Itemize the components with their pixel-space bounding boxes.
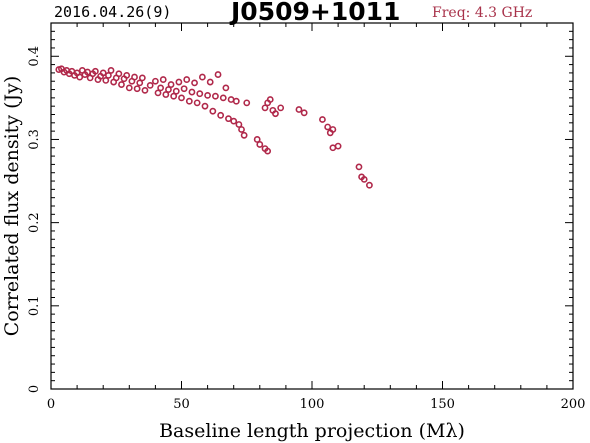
frequency-label: Freq: 4.3 GHz: [432, 5, 533, 21]
y-tick-label: 0.3: [27, 129, 42, 150]
data-point: [193, 99, 201, 107]
data-point: [300, 109, 308, 117]
data-point: [253, 136, 261, 143]
data-point: [324, 123, 332, 131]
data-point: [138, 74, 146, 82]
x-axis-label: Baseline length projection (Mλ): [159, 420, 465, 442]
data-point: [146, 81, 154, 89]
data-point: [115, 70, 123, 78]
axis-ticks: [50, 22, 574, 390]
data-point: [180, 85, 188, 93]
data-point: [84, 68, 91, 76]
x-tick-label: 0: [47, 397, 55, 412]
data-point: [209, 107, 217, 115]
data-point: [133, 85, 141, 93]
data-point: [319, 116, 326, 123]
data-point: [183, 76, 191, 83]
data-point: [178, 94, 185, 102]
tick-labels: 0 50 100 150 200 0 0.1 0.2 0.3 0.4: [27, 46, 585, 412]
data-point: [162, 91, 170, 98]
data-point: [243, 99, 251, 107]
data-point: [91, 67, 99, 75]
data-point: [136, 79, 144, 87]
data-point: [272, 110, 279, 118]
data-point: [201, 102, 209, 110]
data-point: [175, 78, 183, 86]
data-point: [154, 89, 162, 97]
source-name-title: J0509+1011: [231, 0, 401, 26]
data-points: [55, 65, 373, 189]
data-point: [157, 84, 165, 92]
x-tick-label: 150: [430, 397, 455, 412]
data-point: [165, 86, 172, 93]
y-tick-label: 0: [27, 385, 42, 393]
data-point: [240, 131, 248, 139]
data-point: [206, 78, 214, 86]
x-tick-label: 200: [561, 397, 586, 412]
data-point: [125, 84, 133, 92]
y-tick-label: 0.4: [27, 46, 42, 67]
data-point: [170, 92, 178, 100]
data-point: [329, 144, 337, 152]
x-tick-label: 50: [173, 397, 190, 412]
data-point: [232, 97, 240, 105]
data-point: [185, 97, 193, 105]
data-point: [295, 106, 303, 113]
data-point: [99, 69, 107, 77]
data-point: [196, 90, 204, 98]
data-point: [172, 87, 180, 95]
data-point: [76, 73, 84, 81]
data-point: [227, 96, 235, 103]
data-point: [118, 81, 125, 88]
data-point: [266, 96, 274, 103]
data-point: [219, 94, 227, 102]
data-point: [107, 67, 115, 74]
data-point: [264, 147, 272, 155]
data-point: [167, 81, 175, 88]
data-point: [214, 71, 222, 78]
data-point: [366, 181, 373, 189]
data-point: [105, 72, 112, 79]
data-point: [212, 92, 219, 100]
data-point: [131, 73, 138, 81]
data-point: [151, 77, 159, 85]
data-point: [355, 163, 363, 171]
data-point: [204, 91, 211, 99]
data-point: [217, 111, 225, 119]
y-axis-label: Correlated flux density (Jy): [1, 76, 23, 337]
data-point: [235, 121, 243, 128]
data-point: [102, 76, 110, 84]
data-point: [256, 141, 264, 148]
data-point: [225, 115, 232, 123]
data-point: [188, 88, 196, 96]
data-point: [141, 86, 149, 94]
observation-date: 2016.04.26(9): [54, 3, 172, 21]
data-point: [277, 104, 285, 112]
data-point: [123, 72, 131, 79]
plot-frame: [50, 22, 574, 390]
data-point: [329, 126, 337, 133]
y-tick-label: 0.1: [27, 295, 42, 316]
data-point: [360, 175, 368, 183]
data-point: [222, 84, 230, 92]
x-tick-label: 100: [300, 397, 325, 412]
data-point: [191, 79, 198, 87]
data-point: [198, 73, 206, 81]
data-point: [230, 117, 238, 125]
data-point: [238, 126, 245, 133]
data-point: [261, 104, 269, 112]
data-point: [159, 76, 167, 83]
data-point: [334, 142, 342, 150]
y-tick-label: 0.2: [27, 212, 42, 233]
